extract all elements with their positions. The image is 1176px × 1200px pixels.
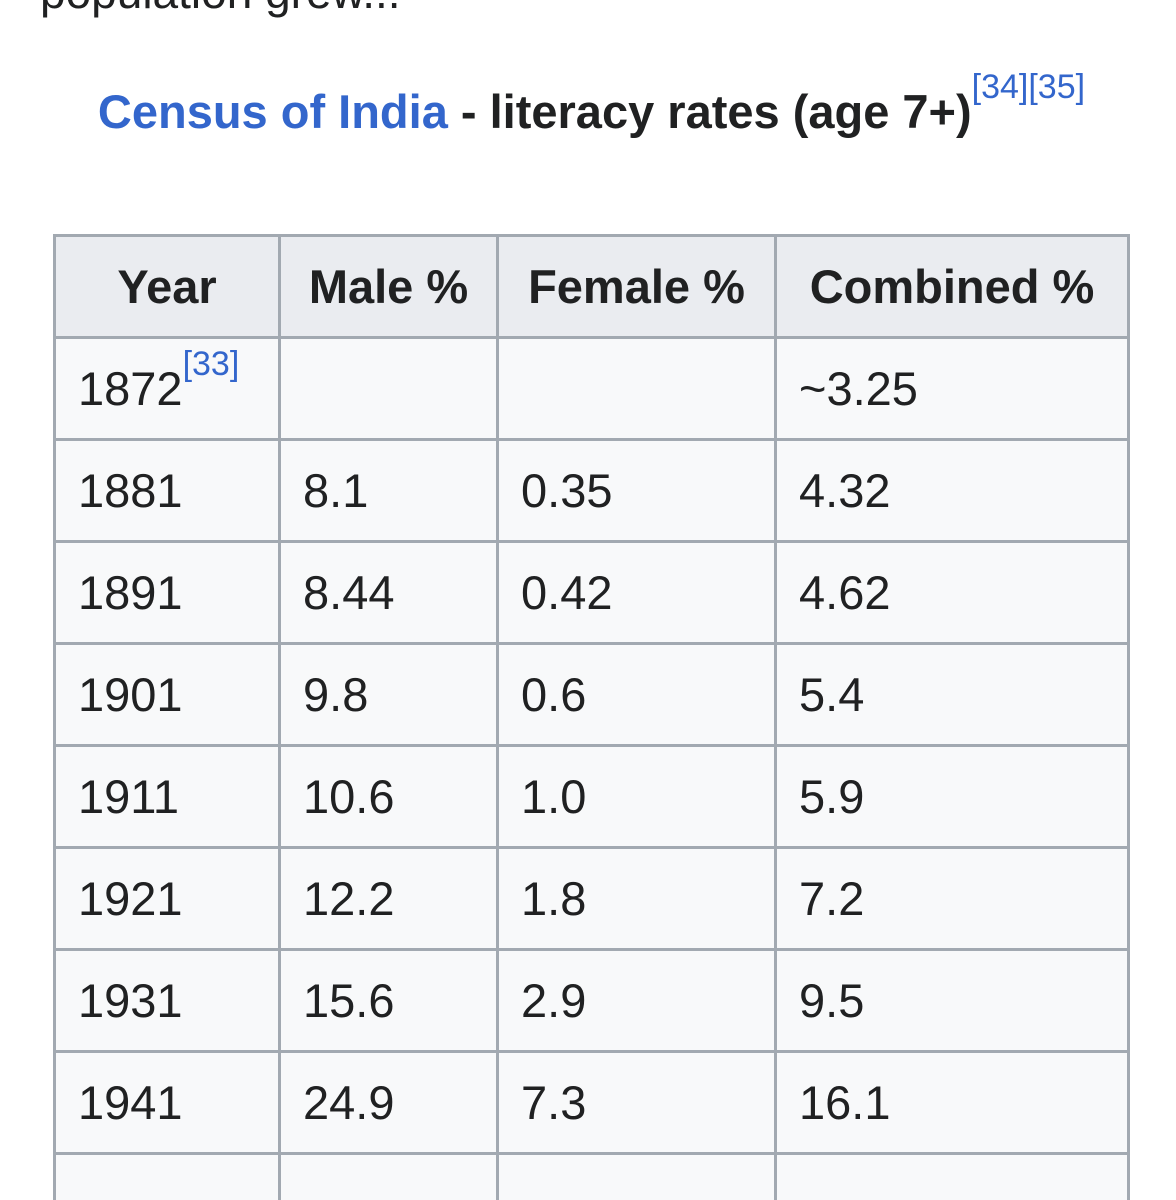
- cell-combined: ~3.25: [774, 336, 1130, 441]
- cell-year: 1872[33]: [53, 336, 281, 441]
- cell-male: 10.6: [278, 744, 499, 849]
- reference-link-35[interactable]: [35]: [1028, 68, 1086, 106]
- cell-female: 1.0: [496, 744, 777, 849]
- year-value: 1872: [78, 362, 183, 415]
- table-caption: Census of India - literacy rates (age 7+…: [54, 70, 1129, 146]
- cell-combined: 4.62: [774, 540, 1130, 645]
- census-of-india-link[interactable]: Census of India: [97, 85, 448, 138]
- cell-male: 15.6: [278, 948, 499, 1053]
- cell-year: 1911: [53, 744, 281, 849]
- reference-link-34[interactable]: [34]: [971, 68, 1029, 106]
- cell-year: 1901: [53, 642, 281, 747]
- cell-female: 0.6: [496, 642, 777, 747]
- cell-combined: 4.32: [774, 438, 1130, 543]
- cell-male: 9.8: [278, 642, 499, 747]
- cell-female: [496, 1152, 777, 1200]
- cell-male: 12.2: [278, 846, 499, 951]
- literacy-rates-table: Year Male % Female % Combined % 1872[33]…: [53, 234, 1130, 1200]
- table-row: 1872[33] ~3.25: [53, 336, 1130, 441]
- cell-male: [278, 336, 499, 441]
- cell-female: 1.8: [496, 846, 777, 951]
- cell-male: 24.9: [278, 1050, 499, 1155]
- table-row: 1881 8.1 0.35 4.32: [53, 438, 1130, 543]
- cell-combined: 5.4: [774, 642, 1130, 747]
- table-row: 1941 24.9 7.3 16.1: [53, 1050, 1130, 1155]
- cell-female: 7.3: [496, 1050, 777, 1155]
- cell-year: 1931: [53, 948, 281, 1053]
- header-year[interactable]: Year: [53, 234, 281, 339]
- cell-combined: [774, 1152, 1130, 1200]
- table-row: 1921 12.2 1.8 7.2: [53, 846, 1130, 951]
- header-female[interactable]: Female %: [496, 234, 777, 339]
- cell-male: 8.44: [278, 540, 499, 645]
- table-row: 1911 10.6 1.0 5.9: [53, 744, 1130, 849]
- table-row: 1901 9.8 0.6 5.4: [53, 642, 1130, 747]
- table-row: 1891 8.44 0.42 4.62: [53, 540, 1130, 645]
- header-male[interactable]: Male %: [278, 234, 499, 339]
- cell-combined: 16.1: [774, 1050, 1130, 1155]
- cell-year: [53, 1152, 281, 1200]
- cell-male: [278, 1152, 499, 1200]
- caption-text: - literacy rates (age 7+): [447, 85, 972, 138]
- cell-female: 0.35: [496, 438, 777, 543]
- cell-combined: 5.9: [774, 744, 1130, 849]
- cell-year: 1921: [53, 846, 281, 951]
- header-combined[interactable]: Combined %: [774, 234, 1130, 339]
- cell-year: 1881: [53, 438, 281, 543]
- cell-combined: 9.5: [774, 948, 1130, 1053]
- cell-year: 1891: [53, 540, 281, 645]
- cell-male: 8.1: [278, 438, 499, 543]
- table-header-row: Year Male % Female % Combined %: [53, 234, 1130, 339]
- cell-year: 1941: [53, 1050, 281, 1155]
- cell-female: 2.9: [496, 948, 777, 1053]
- table-row: 1931 15.6 2.9 9.5: [53, 948, 1130, 1053]
- table-row: [53, 1152, 1130, 1200]
- reference-link-33[interactable]: [33]: [182, 345, 240, 383]
- cell-female: 0.42: [496, 540, 777, 645]
- clipped-paragraph-text: population grew...: [40, 0, 401, 20]
- cell-combined: 7.2: [774, 846, 1130, 951]
- caption-refs: [34][35]: [972, 68, 1085, 106]
- cell-female: [496, 336, 777, 441]
